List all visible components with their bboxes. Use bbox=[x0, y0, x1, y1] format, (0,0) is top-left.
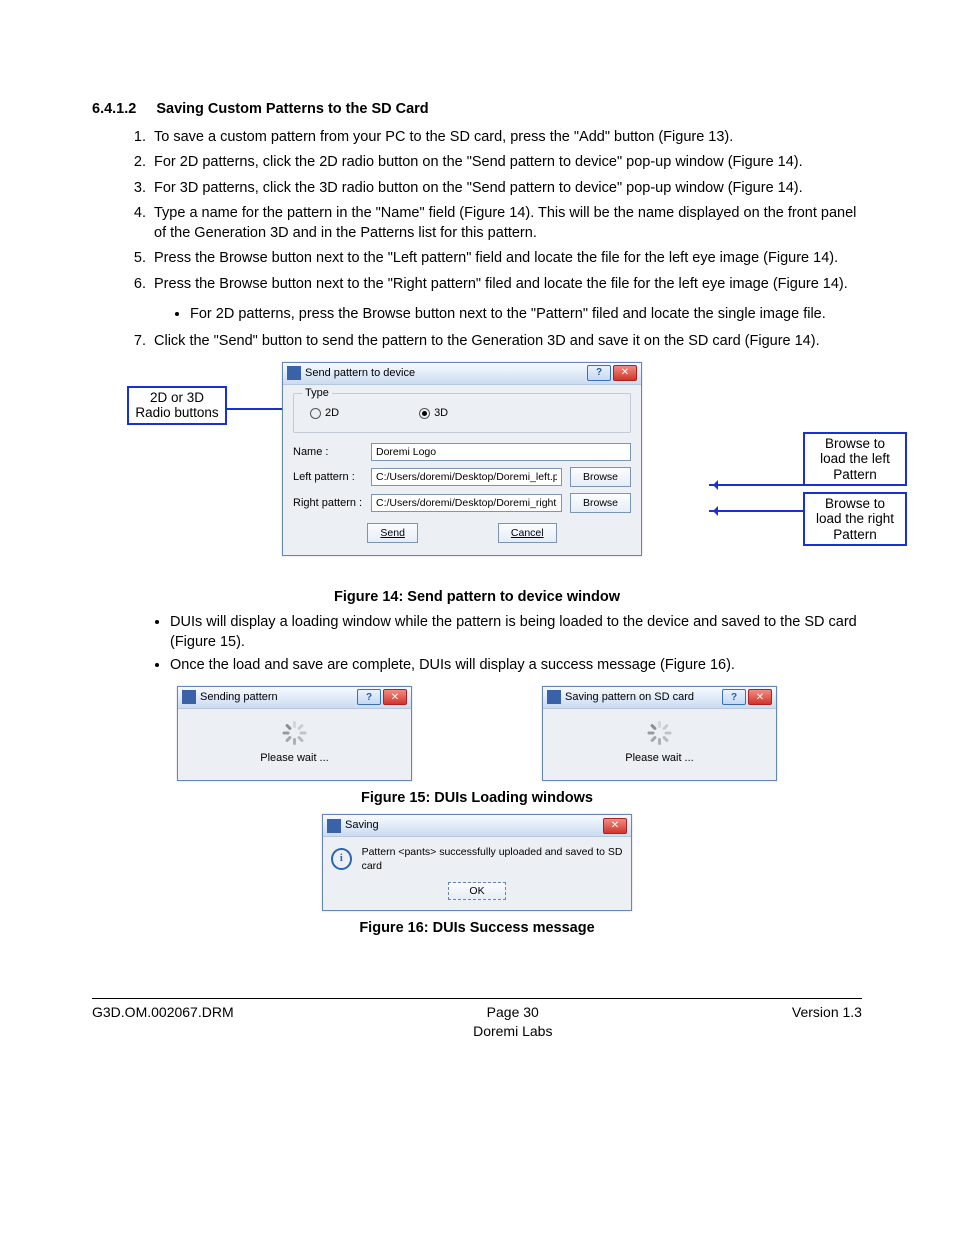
close-button[interactable]: ✕ bbox=[383, 689, 407, 705]
figure-16: Saving ✕ i Pattern <pants> successfully … bbox=[322, 814, 632, 911]
send-pattern-dialog: Send pattern to device ? ✕ Type 2D 3D Na… bbox=[282, 362, 642, 557]
titlebar: Send pattern to device ? ✕ bbox=[283, 363, 641, 385]
name-label: Name : bbox=[293, 445, 363, 460]
substep: For 2D patterns, press the Browse button… bbox=[190, 305, 862, 325]
bullet-2: Once the load and save are complete, DUI… bbox=[170, 656, 862, 676]
step-2: For 2D patterns, click the 2D radio butt… bbox=[150, 153, 862, 173]
arrow-right-top bbox=[709, 484, 803, 486]
ok-button[interactable]: OK bbox=[448, 882, 505, 900]
bullet-1: DUIs will display a loading window while… bbox=[170, 613, 862, 652]
steps-list-cont: Click the "Send" button to send the patt… bbox=[92, 332, 862, 352]
spinner-icon bbox=[283, 721, 307, 745]
app-icon bbox=[182, 690, 196, 704]
info-icon: i bbox=[331, 848, 352, 870]
browse-left-button[interactable]: Browse bbox=[570, 467, 631, 487]
figure-15-caption: Figure 15: DUIs Loading windows bbox=[92, 789, 862, 809]
section-title: Saving Custom Patterns to the SD Card bbox=[156, 101, 428, 117]
saving-sd-title: Saving pattern on SD card bbox=[565, 690, 722, 705]
type-legend: Type bbox=[302, 386, 332, 401]
step-7: Click the "Send" button to send the patt… bbox=[150, 332, 862, 352]
footer-company: Doremi Labs bbox=[473, 1023, 552, 1039]
callout-left-text: Browse to load the left Pattern bbox=[820, 436, 890, 482]
radio-2d-dot bbox=[310, 408, 321, 419]
radio-2d-label: 2D bbox=[325, 406, 339, 421]
steps-list: To save a custom pattern from your PC to… bbox=[92, 128, 862, 295]
step-5: Press the Browse button next to the "Lef… bbox=[150, 249, 862, 269]
send-button[interactable]: Send bbox=[367, 523, 418, 543]
figure-16-caption: Figure 16: DUIs Success message bbox=[92, 919, 862, 939]
callout-right-pattern: Browse to load the right Pattern bbox=[803, 492, 907, 547]
cancel-button[interactable]: Cancel bbox=[498, 523, 557, 543]
sending-dialog: Sending pattern ?✕ Please wait ... bbox=[177, 686, 412, 781]
app-icon bbox=[287, 366, 301, 380]
success-message: Pattern <pants> successfully uploaded an… bbox=[362, 845, 623, 873]
close-button[interactable]: ✕ bbox=[748, 689, 772, 705]
figure-14-caption: Figure 14: Send pattern to device window bbox=[92, 588, 862, 608]
app-icon bbox=[547, 690, 561, 704]
sending-title: Sending pattern bbox=[200, 690, 357, 705]
help-button[interactable]: ? bbox=[722, 689, 746, 705]
left-pattern-input[interactable] bbox=[371, 468, 562, 486]
callout-left-pattern: Browse to load the left Pattern bbox=[803, 432, 907, 487]
step-4: Type a name for the pattern in the "Name… bbox=[150, 204, 862, 243]
spinner-icon bbox=[648, 721, 672, 745]
right-pattern-label: Right pattern : bbox=[293, 496, 363, 511]
radio-3d[interactable]: 3D bbox=[419, 406, 448, 421]
saving-sd-text: Please wait ... bbox=[549, 751, 770, 766]
footer-page: Page 30 bbox=[487, 1004, 539, 1020]
dialog-title: Send pattern to device bbox=[305, 366, 587, 381]
figure-15: Sending pattern ?✕ Please wait ... Savin… bbox=[177, 686, 777, 781]
saving-sd-dialog: Saving pattern on SD card ?✕ Please wait… bbox=[542, 686, 777, 781]
callout-right-text: Browse to load the right Pattern bbox=[816, 496, 894, 542]
section-heading: 6.4.1.2 Saving Custom Patterns to the SD … bbox=[92, 100, 862, 120]
name-input[interactable] bbox=[371, 443, 631, 461]
footer-doc-id: G3D.OM.002067.DRM bbox=[92, 1003, 234, 1041]
substep-list: For 2D patterns, press the Browse button… bbox=[92, 305, 862, 325]
radio-3d-label: 3D bbox=[434, 406, 448, 421]
step-6: Press the Browse button next to the "Rig… bbox=[150, 275, 862, 295]
callout-radio-text: 2D or 3D Radio buttons bbox=[135, 390, 218, 421]
step-1: To save a custom pattern from your PC to… bbox=[150, 128, 862, 148]
footer-version: Version 1.3 bbox=[792, 1003, 862, 1041]
left-pattern-label: Left pattern : bbox=[293, 470, 363, 485]
help-button[interactable]: ? bbox=[357, 689, 381, 705]
radio-3d-dot bbox=[419, 408, 430, 419]
type-fieldset: Type 2D 3D bbox=[293, 393, 631, 434]
step-3: For 3D patterns, click the 3D radio butt… bbox=[150, 179, 862, 199]
success-dialog: Saving ✕ i Pattern <pants> successfully … bbox=[322, 814, 632, 911]
browse-right-button[interactable]: Browse bbox=[570, 493, 631, 513]
help-button[interactable]: ? bbox=[587, 365, 611, 381]
post-fig14-bullets: DUIs will display a loading window while… bbox=[92, 613, 862, 676]
sending-text: Please wait ... bbox=[184, 751, 405, 766]
callout-radio: 2D or 3D Radio buttons bbox=[127, 386, 227, 425]
radio-2d[interactable]: 2D bbox=[310, 406, 339, 421]
close-button[interactable]: ✕ bbox=[603, 818, 627, 834]
section-number: 6.4.1.2 bbox=[92, 100, 136, 120]
close-button[interactable]: ✕ bbox=[613, 365, 637, 381]
right-pattern-input[interactable] bbox=[371, 494, 562, 512]
success-title: Saving bbox=[345, 818, 603, 833]
page-footer: G3D.OM.002067.DRM Page 30 Doremi Labs Ve… bbox=[92, 998, 862, 1041]
dialog-body: Type 2D 3D Name : Left pattern : Browse … bbox=[283, 385, 641, 556]
figure-14: 2D or 3D Radio buttons Browse to load th… bbox=[127, 362, 827, 580]
arrow-right-bot bbox=[709, 510, 803, 512]
app-icon bbox=[327, 819, 341, 833]
